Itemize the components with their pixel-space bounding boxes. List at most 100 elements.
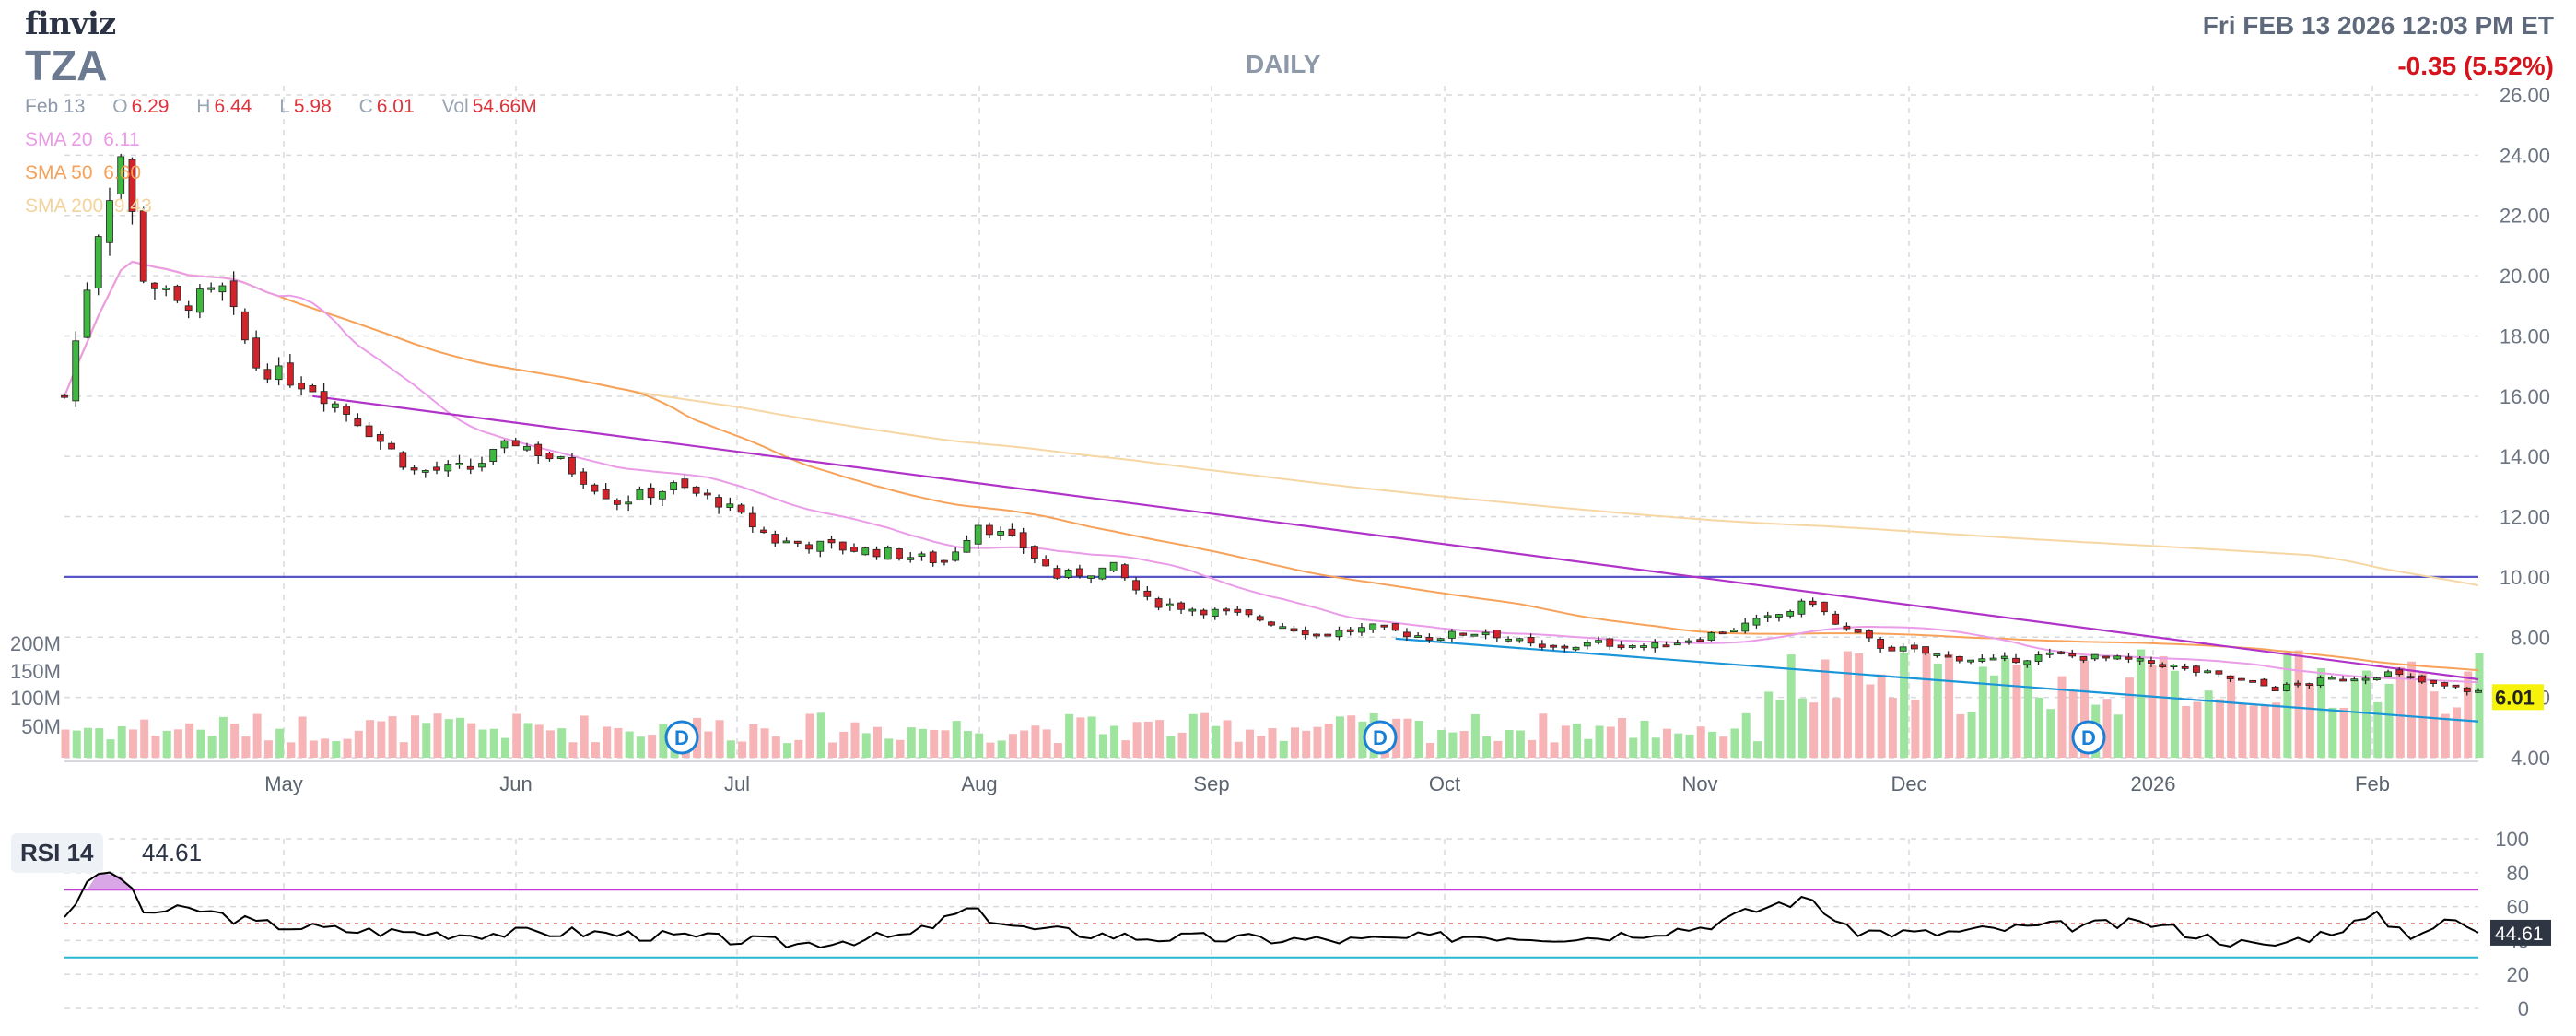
volume-bar bbox=[1290, 727, 1299, 758]
volume-bar bbox=[1528, 739, 1537, 758]
volume-bar bbox=[2159, 655, 2168, 758]
lower-trendline bbox=[1395, 637, 2479, 723]
volume-bar bbox=[2407, 661, 2417, 758]
date-tick-0: May bbox=[264, 772, 303, 795]
candle-body bbox=[286, 362, 294, 386]
candle-body bbox=[1064, 570, 1072, 578]
volume-bar bbox=[1008, 734, 1017, 758]
volume-bar bbox=[2057, 676, 2067, 758]
volume-bar bbox=[1967, 712, 1976, 758]
candle-body bbox=[703, 492, 711, 496]
volume-bar bbox=[512, 713, 521, 758]
sma200-label: SMA 200 bbox=[25, 195, 104, 217]
ohlc-readout: Feb 13 O 6.29 H 6.44 L 5.98 C 6.01 Vol 54.66M bbox=[25, 96, 537, 118]
candle-body bbox=[1414, 635, 1423, 638]
finviz-logo[interactable]: finviz bbox=[25, 6, 116, 42]
volume-bar bbox=[2395, 666, 2405, 758]
candle-body bbox=[1143, 590, 1152, 597]
volume-bar bbox=[1065, 713, 1074, 758]
candle-body bbox=[1188, 608, 1197, 612]
candle-body bbox=[2181, 665, 2189, 669]
volume-bar bbox=[794, 739, 803, 758]
candle-body bbox=[2463, 687, 2471, 692]
date-axis: May Jun Jul Aug Sep Oct Nov Dec 2026 Feb bbox=[264, 772, 2390, 795]
candle-body bbox=[748, 512, 756, 528]
volume-bar bbox=[1166, 736, 1176, 758]
candle-body bbox=[1109, 561, 1118, 571]
candle-body bbox=[1673, 642, 1681, 646]
close-value: 6.01 bbox=[376, 96, 415, 117]
candle-body bbox=[523, 445, 531, 451]
candle-body bbox=[72, 340, 80, 402]
volume-bar bbox=[241, 736, 251, 758]
volume-bar bbox=[185, 723, 194, 758]
volume-bar bbox=[1257, 736, 1266, 758]
volume-bar bbox=[2102, 699, 2112, 758]
volume-bar bbox=[2260, 704, 2269, 758]
volume-bar bbox=[884, 738, 894, 758]
ticker-symbol: TZA bbox=[25, 41, 108, 89]
candle-body bbox=[1369, 623, 1377, 630]
volume-bar bbox=[2384, 683, 2394, 758]
candle-body bbox=[2395, 669, 2404, 676]
volume-bar bbox=[1821, 659, 1830, 758]
volume-bar bbox=[343, 738, 352, 758]
rsi-line bbox=[64, 871, 2479, 949]
volume-bar bbox=[388, 716, 397, 758]
candle-body bbox=[997, 531, 1005, 536]
candle-body bbox=[1527, 637, 1535, 644]
rsi-tick-5: 100 bbox=[2495, 828, 2529, 851]
rsi-label[interactable]: RSI 14 bbox=[11, 833, 103, 873]
volume-bar bbox=[61, 729, 70, 758]
candle-body bbox=[2159, 664, 2167, 667]
candle-body bbox=[252, 337, 261, 369]
dividend-marker-2 bbox=[2071, 720, 2106, 755]
candle-body bbox=[974, 524, 982, 545]
candle-body bbox=[2327, 677, 2336, 680]
candle-body bbox=[343, 406, 350, 415]
candle-body bbox=[1944, 654, 1952, 658]
candle-body bbox=[2441, 682, 2449, 687]
candle-body bbox=[602, 489, 610, 500]
candle-body bbox=[1436, 638, 1445, 642]
volume-bar bbox=[1223, 720, 1232, 758]
candle-body bbox=[2384, 671, 2392, 677]
volume-bar bbox=[298, 716, 307, 758]
candle-body bbox=[2023, 660, 2032, 665]
candle-body bbox=[1087, 575, 1095, 579]
volume-bar bbox=[1347, 715, 1356, 758]
last-price-label: 6.01 bbox=[2492, 684, 2544, 711]
volume-bar bbox=[1990, 675, 1999, 758]
price-tick-8: 20.00 bbox=[2500, 265, 2550, 288]
volume-bar bbox=[896, 739, 905, 758]
volume-bar bbox=[2464, 671, 2473, 758]
candle-body bbox=[1346, 629, 1354, 632]
candle-body bbox=[1786, 610, 1795, 617]
volume-bar bbox=[1786, 654, 1796, 758]
candle-body bbox=[2204, 670, 2212, 674]
volume-bar bbox=[930, 729, 939, 758]
volume-bar bbox=[1246, 729, 1255, 758]
volume-bar bbox=[456, 717, 465, 758]
volume-bar bbox=[444, 719, 453, 758]
price-change: -0.35 (5.52%) bbox=[2397, 52, 2554, 80]
rsi-value: 44.61 bbox=[142, 839, 203, 866]
candle-body bbox=[1245, 609, 1253, 616]
candle-body bbox=[388, 442, 395, 450]
volume-bar bbox=[941, 730, 950, 758]
volume-bar bbox=[95, 728, 104, 758]
candle-body bbox=[1223, 608, 1230, 612]
candle-body bbox=[1505, 638, 1513, 642]
volume-bar bbox=[1121, 740, 1130, 758]
grid bbox=[64, 86, 2478, 1008]
candle-body bbox=[478, 463, 486, 468]
volume-bar bbox=[1685, 734, 1694, 758]
candle-body bbox=[2430, 679, 2437, 684]
candle-body bbox=[1358, 627, 1365, 633]
volume-bar bbox=[1651, 737, 1660, 758]
volume-bar bbox=[2035, 697, 2044, 758]
candle-body bbox=[1651, 642, 1659, 649]
volume-bar bbox=[354, 730, 363, 758]
